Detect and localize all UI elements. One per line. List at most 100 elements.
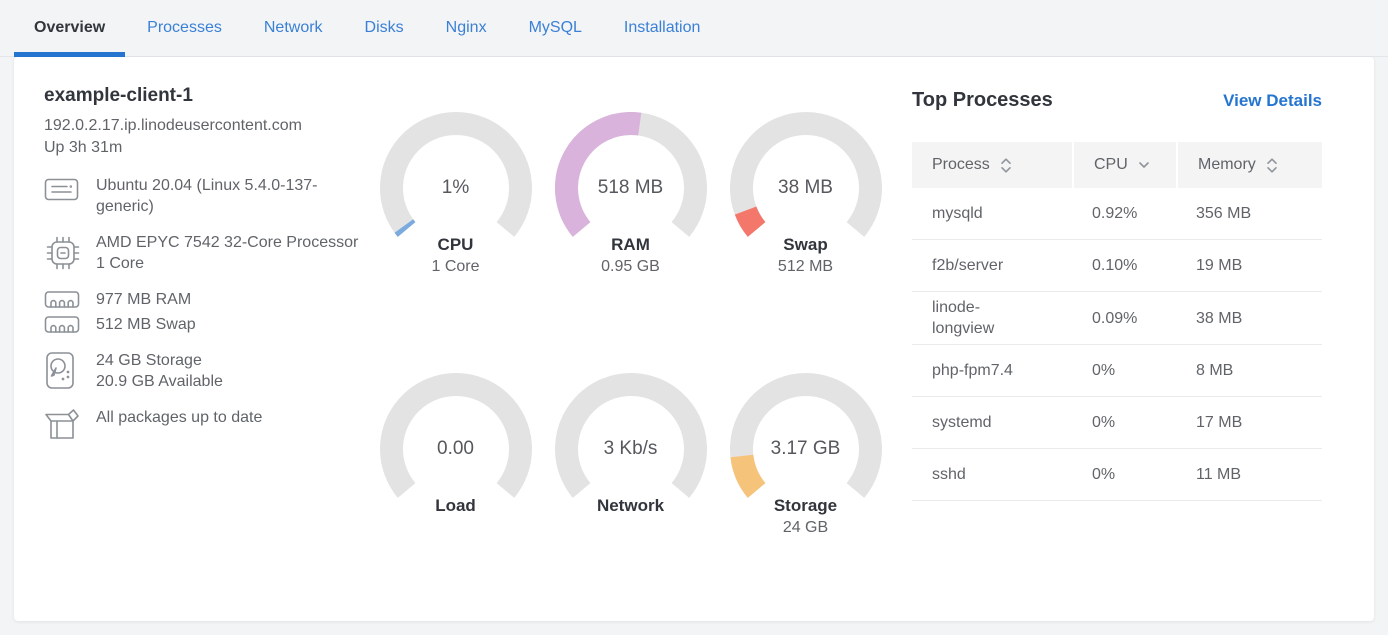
host-detail-item: Ubuntu 20.04 (Linux 5.4.0-137-generic) <box>44 175 368 217</box>
gauge-value: 3 Kb/s <box>603 438 658 459</box>
host-detail-item: 24 GB Storage 20.9 GB Available <box>44 350 368 392</box>
tab-network[interactable]: Network <box>263 19 323 36</box>
gauge-label: Swap <box>783 235 828 254</box>
table-row: php-fpm7.4 0% 8 MB <box>912 345 1322 397</box>
ram-icon <box>44 289 82 310</box>
processes-table-body: mysqld 0.92% 356 MB f2b/server 0.10% 19 MB lin… <box>912 188 1322 501</box>
ram-icon <box>44 314 82 335</box>
processes-table-header: Process CPU Memory <box>912 142 1322 188</box>
gauge-value: 0.00 <box>437 438 474 459</box>
gauge-arc-svg <box>554 373 707 498</box>
disk-icon <box>44 350 82 392</box>
gauge-arc: 3.17 GB <box>729 373 882 525</box>
tab-disks[interactable]: Disks <box>364 19 404 36</box>
gauge-value: 38 MB <box>778 177 833 198</box>
table-row: f2b/server 0.10% 19 MB <box>912 240 1322 292</box>
gauge-arc-svg <box>554 112 707 237</box>
os-icon <box>44 175 82 217</box>
gauge-load: 0.00 Load <box>368 373 543 539</box>
sort-desc-icon <box>1138 161 1150 170</box>
tab-mysql[interactable]: MySQL <box>528 19 582 36</box>
gauge-arc: 3 Kb/s <box>554 373 707 525</box>
cell-cpu: 0% <box>1092 466 1116 483</box>
cell-process: mysqld <box>932 205 983 222</box>
gauge-label: Load <box>435 496 476 515</box>
tab-installation[interactable]: Installation <box>623 19 701 36</box>
gauge-label: Storage <box>773 496 838 515</box>
sort-icon <box>1266 157 1278 174</box>
cell-process: sshd <box>932 466 966 483</box>
gauge-value: 1% <box>441 177 470 198</box>
view-details-link[interactable]: View Details <box>1223 90 1322 110</box>
column-header-process[interactable]: Process <box>912 142 1072 188</box>
host-name: example-client-1 <box>44 85 193 106</box>
host-detail-item: 977 MB RAM <box>44 289 368 310</box>
gauge-sublabel: 0.95 GB <box>601 258 660 275</box>
server-card: example-client-1 192.0.2.17.ip.linodeuse… <box>14 57 1374 621</box>
gauge-cpu: 1% CPU 1 Core <box>368 112 543 278</box>
host-detail-text: Ubuntu 20.04 (Linux 5.4.0-137-generic) <box>96 177 318 215</box>
table-row: mysqld 0.92% 356 MB <box>912 188 1322 240</box>
gauges-grid: 1% CPU 1 Core 518 MB RAM 0.95 GB 38 MB Swap 512 … <box>368 112 893 539</box>
gauge-value: 3.17 GB <box>770 438 841 459</box>
cell-process: f2b/server <box>932 257 1004 274</box>
gauge-arc-svg <box>379 112 532 237</box>
gauge-label: CPU <box>437 235 474 254</box>
tab-overview[interactable]: Overview <box>14 0 126 57</box>
host-detail-text: AMD EPYC 7542 32-Core Processor 1 Core <box>96 234 359 272</box>
gauge-sublabel: 512 MB <box>777 258 834 275</box>
gauge-storage: 3.17 GB Storage 24 GB <box>718 373 893 539</box>
host-detail-text: 512 MB Swap <box>96 316 196 333</box>
table-row: sshd 0% 11 MB <box>912 449 1322 501</box>
top-processes: Top Processes View Details Process CPU M… <box>912 89 1322 501</box>
cell-process: systemd <box>932 414 992 431</box>
cell-cpu: 0.09% <box>1092 309 1138 327</box>
cell-cpu: 0.92% <box>1092 205 1138 222</box>
tab-processes[interactable]: Processes <box>147 19 222 36</box>
host-uptime: Up 3h 31m <box>44 139 123 156</box>
cell-memory: 8 MB <box>1196 362 1234 379</box>
host-detail-text: 977 MB RAM <box>96 291 192 308</box>
table-row: systemd 0% 17 MB <box>912 397 1322 449</box>
sort-icon <box>1000 157 1012 174</box>
host-detail-item: 512 MB Swap <box>44 314 368 335</box>
top-processes-title: Top Processes <box>912 89 1053 111</box>
column-header-cpu[interactable]: CPU <box>1072 142 1176 188</box>
gauge-arc-svg <box>379 373 532 498</box>
gauge-sublabel: 1 Core <box>431 258 480 275</box>
column-header-memory[interactable]: Memory <box>1176 142 1322 188</box>
cell-memory: 17 MB <box>1196 414 1243 431</box>
cell-memory: 19 MB <box>1196 257 1243 274</box>
gauge-network: 3 Kb/s Network <box>543 373 718 539</box>
gauge-sublabel: 24 GB <box>782 519 829 536</box>
cell-memory: 356 MB <box>1196 205 1252 222</box>
gauge-ram: 518 MB RAM 0.95 GB <box>543 112 718 278</box>
cell-memory: 38 MB <box>1196 309 1243 327</box>
gauge-arc: 1% <box>379 112 532 264</box>
gauge-arc-svg <box>729 112 882 237</box>
host-detail-item: All packages up to date <box>44 407 368 441</box>
package-icon <box>44 407 82 441</box>
gauge-arc-svg <box>729 373 882 498</box>
gauge-label: RAM <box>611 235 650 254</box>
host-detail-item: AMD EPYC 7542 32-Core Processor 1 Core <box>44 232 368 274</box>
top-processes-header: Top Processes View Details <box>912 89 1322 112</box>
tab-nginx[interactable]: Nginx <box>445 19 487 36</box>
gauge-arc: 38 MB <box>729 112 882 264</box>
cell-cpu: 0% <box>1092 362 1116 379</box>
gauge-value: 518 MB <box>597 177 664 198</box>
gauge-swap: 38 MB Swap 512 MB <box>718 112 893 278</box>
cell-cpu: 0.10% <box>1092 257 1138 274</box>
host-domain: 192.0.2.17.ip.linodeusercontent.com <box>44 117 302 134</box>
cell-cpu: 0% <box>1092 414 1116 431</box>
tab-bar: Overview Processes Network Disks Nginx MySQL I… <box>0 0 1388 57</box>
cell-process: linode-longview <box>932 299 995 337</box>
gauge-label: Network <box>596 496 665 515</box>
cell-memory: 11 MB <box>1196 466 1242 483</box>
cell-process: php-fpm7.4 <box>932 362 1013 379</box>
host-detail-list: Ubuntu 20.04 (Linux 5.4.0-137-generic) A… <box>44 175 368 441</box>
host-detail-text: All packages up to date <box>96 409 263 426</box>
table-row: linode-longview 0.09% 38 MB <box>912 292 1322 345</box>
cpu-icon <box>44 232 82 274</box>
host-detail-text: 24 GB Storage 20.9 GB Available <box>96 352 223 390</box>
